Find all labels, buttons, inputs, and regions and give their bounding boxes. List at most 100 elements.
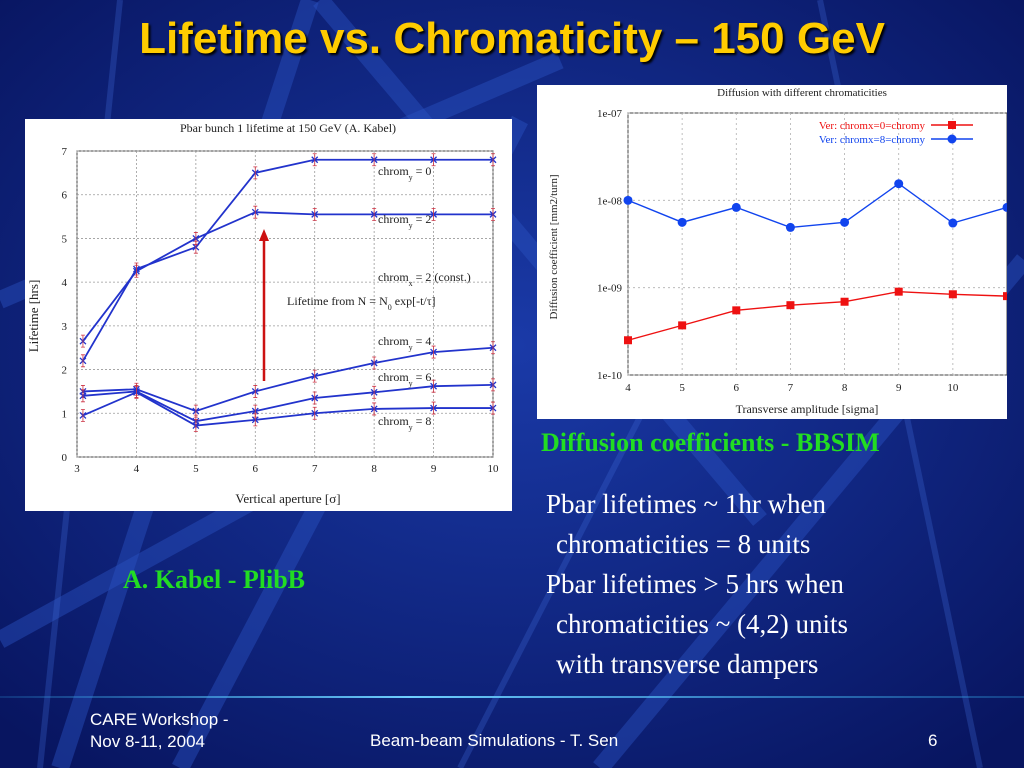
chart1-series-label: chromy = 4 [378,334,431,352]
aperture-arrow-head [259,229,269,241]
bullet-line-5: with transverse dampers [556,649,819,679]
slide-title: Lifetime vs. Chromaticity – 150 GeV [139,14,885,63]
chart1-error-bar [80,389,85,403]
chart1-error-bar [431,401,436,415]
lifetime-chart-panel: Pbar bunch 1 lifetime at 150 GeV (A. Kab… [25,119,512,511]
chart1-series-line [82,346,494,413]
chart1-series-line [82,211,493,342]
chart2-x-tick-label: 4 [625,382,631,394]
chart1-error-bar [80,354,85,368]
footer-event-line1: CARE Workshop - [90,710,229,729]
footer-center: Beam-beam Simulations - T. Sen [370,731,619,750]
chart1-error-bar [253,385,258,398]
diffusion-chart-panel: Diffusion with different chromaticities … [537,85,1007,419]
chart2-data-point [1002,202,1007,212]
chart1-error-bar [431,379,436,393]
chart2-x-tick-label: 6 [734,382,740,394]
chart2-x-tick-label: 8 [842,382,848,394]
chart2-data-point [785,222,795,232]
chart1-error-bar [491,401,495,415]
chart1-error-bar [372,207,377,221]
chart2-data-point [677,217,687,227]
chart1-y-tick-label: 2 [62,365,68,377]
chart1-error-bar [312,406,317,420]
chart1-annotation: Lifetime from N = N0 exp[-t/τ] [287,294,436,312]
chart2-y-tick-label: 1e-09 [597,283,623,295]
chart2-data-point [840,217,850,227]
chart1-error-bar [372,153,377,167]
chart2-data-point [786,301,795,310]
lifetime-chart: Pbar bunch 1 lifetime at 150 GeV (A. Kab… [26,121,500,506]
chart2-x-tick-label: 10 [947,382,959,394]
chart1-x-tick-label: 5 [193,463,199,475]
chart1-y-tick-label: 5 [62,233,68,245]
bullet-line-4: chromaticities ~ (4,2) units [556,609,849,639]
chart2-data-point [840,297,849,306]
chart2-data-point [678,321,687,330]
chart1-series-label: chromx = 2 (const.) [378,270,471,288]
chart2-series-line [627,290,1007,341]
chart1-y-tick-label: 0 [62,452,68,464]
chart1-series-line [82,158,493,362]
chart2-data-point [731,202,741,212]
chart1-error-bar [80,334,85,348]
chart1-error-bar [253,166,258,180]
chart1-title: Pbar bunch 1 lifetime at 150 GeV (A. Kab… [180,121,396,135]
chart1-y-tick-label: 4 [62,277,68,289]
chart2-data-point [894,287,903,296]
chart1-error-bar [253,205,258,219]
chart1-ylabel: Lifetime [hrs] [26,280,41,353]
chart1-error-bar [491,378,495,392]
chart1-error-bar [431,207,436,221]
chart1-x-tick-label: 6 [253,463,259,475]
chart1-error-bar [372,356,377,370]
left-chart-caption: A. Kabel - PlibB [123,565,306,594]
chart2-ylabel: Diffusion coefficient [mm2/turn] [548,174,560,319]
chart2-data-point [948,218,958,228]
chart2-title: Diffusion with different chromaticities [717,87,887,99]
chart1-error-bar [312,153,317,167]
chart2-series-line [627,182,1007,229]
chart2-y-tick-label: 1e-07 [597,108,623,120]
chart1-error-bar [312,369,317,383]
chart1-error-bar [431,153,436,167]
chart2-y-tick-label: 1e-08 [597,195,623,207]
chart1-error-bar [372,385,377,399]
right-chart-caption: Diffusion coefficients - BBSIM [541,428,880,457]
chart1-x-tick-label: 8 [371,463,377,475]
chart1-series-line [82,391,493,427]
chart1-y-tick-label: 6 [62,190,68,202]
chart1-xlabel: Vertical aperture [σ] [235,491,340,506]
chart1-error-bar [372,402,377,416]
chart1-error-bar [193,232,198,245]
chart1-series-line [82,383,494,423]
footer-divider [0,696,1024,698]
chart1-error-bar [431,345,436,359]
chart2-legend-label: Ver: chromx=0=chromy [819,120,926,132]
chart2-data-point [624,336,632,345]
chart1-series-label: chromy = 6 [378,370,431,388]
chart2-x-tick-label: 5 [679,382,685,394]
chart1-series-label: chromy = 2 [378,212,431,230]
chart1-x-tick-label: 7 [312,463,318,475]
chart1-error-bar [253,413,258,427]
footer-event: CARE Workshop - Nov 8-11, 2004 [90,709,229,753]
footer-page-number: 6 [928,731,938,750]
chart1-error-bar [491,153,495,167]
chart1-error-bar [80,409,85,422]
bullet-line-3: Pbar lifetimes > 5 hrs when [546,569,844,599]
chart2-data-point [894,179,904,189]
chart1-error-bar [312,207,317,221]
chart1-x-tick-label: 3 [74,463,80,475]
chart2-legend-marker [947,134,957,144]
chart2-xlabel: Transverse amplitude [sigma] [736,402,879,416]
chart1-error-bar [193,419,198,432]
chart1-x-tick-label: 10 [488,463,500,475]
chart1-error-bar [134,385,139,399]
chart2-data-point [948,290,957,299]
chart2-y-tick-label: 1e-10 [597,370,623,382]
chart2-x-tick-label: 7 [788,382,794,394]
chart2-legend-label: Ver: chromx=8=chromy [819,134,926,146]
chart2-legend-marker [948,121,956,129]
chart2-data-point [1003,292,1007,301]
